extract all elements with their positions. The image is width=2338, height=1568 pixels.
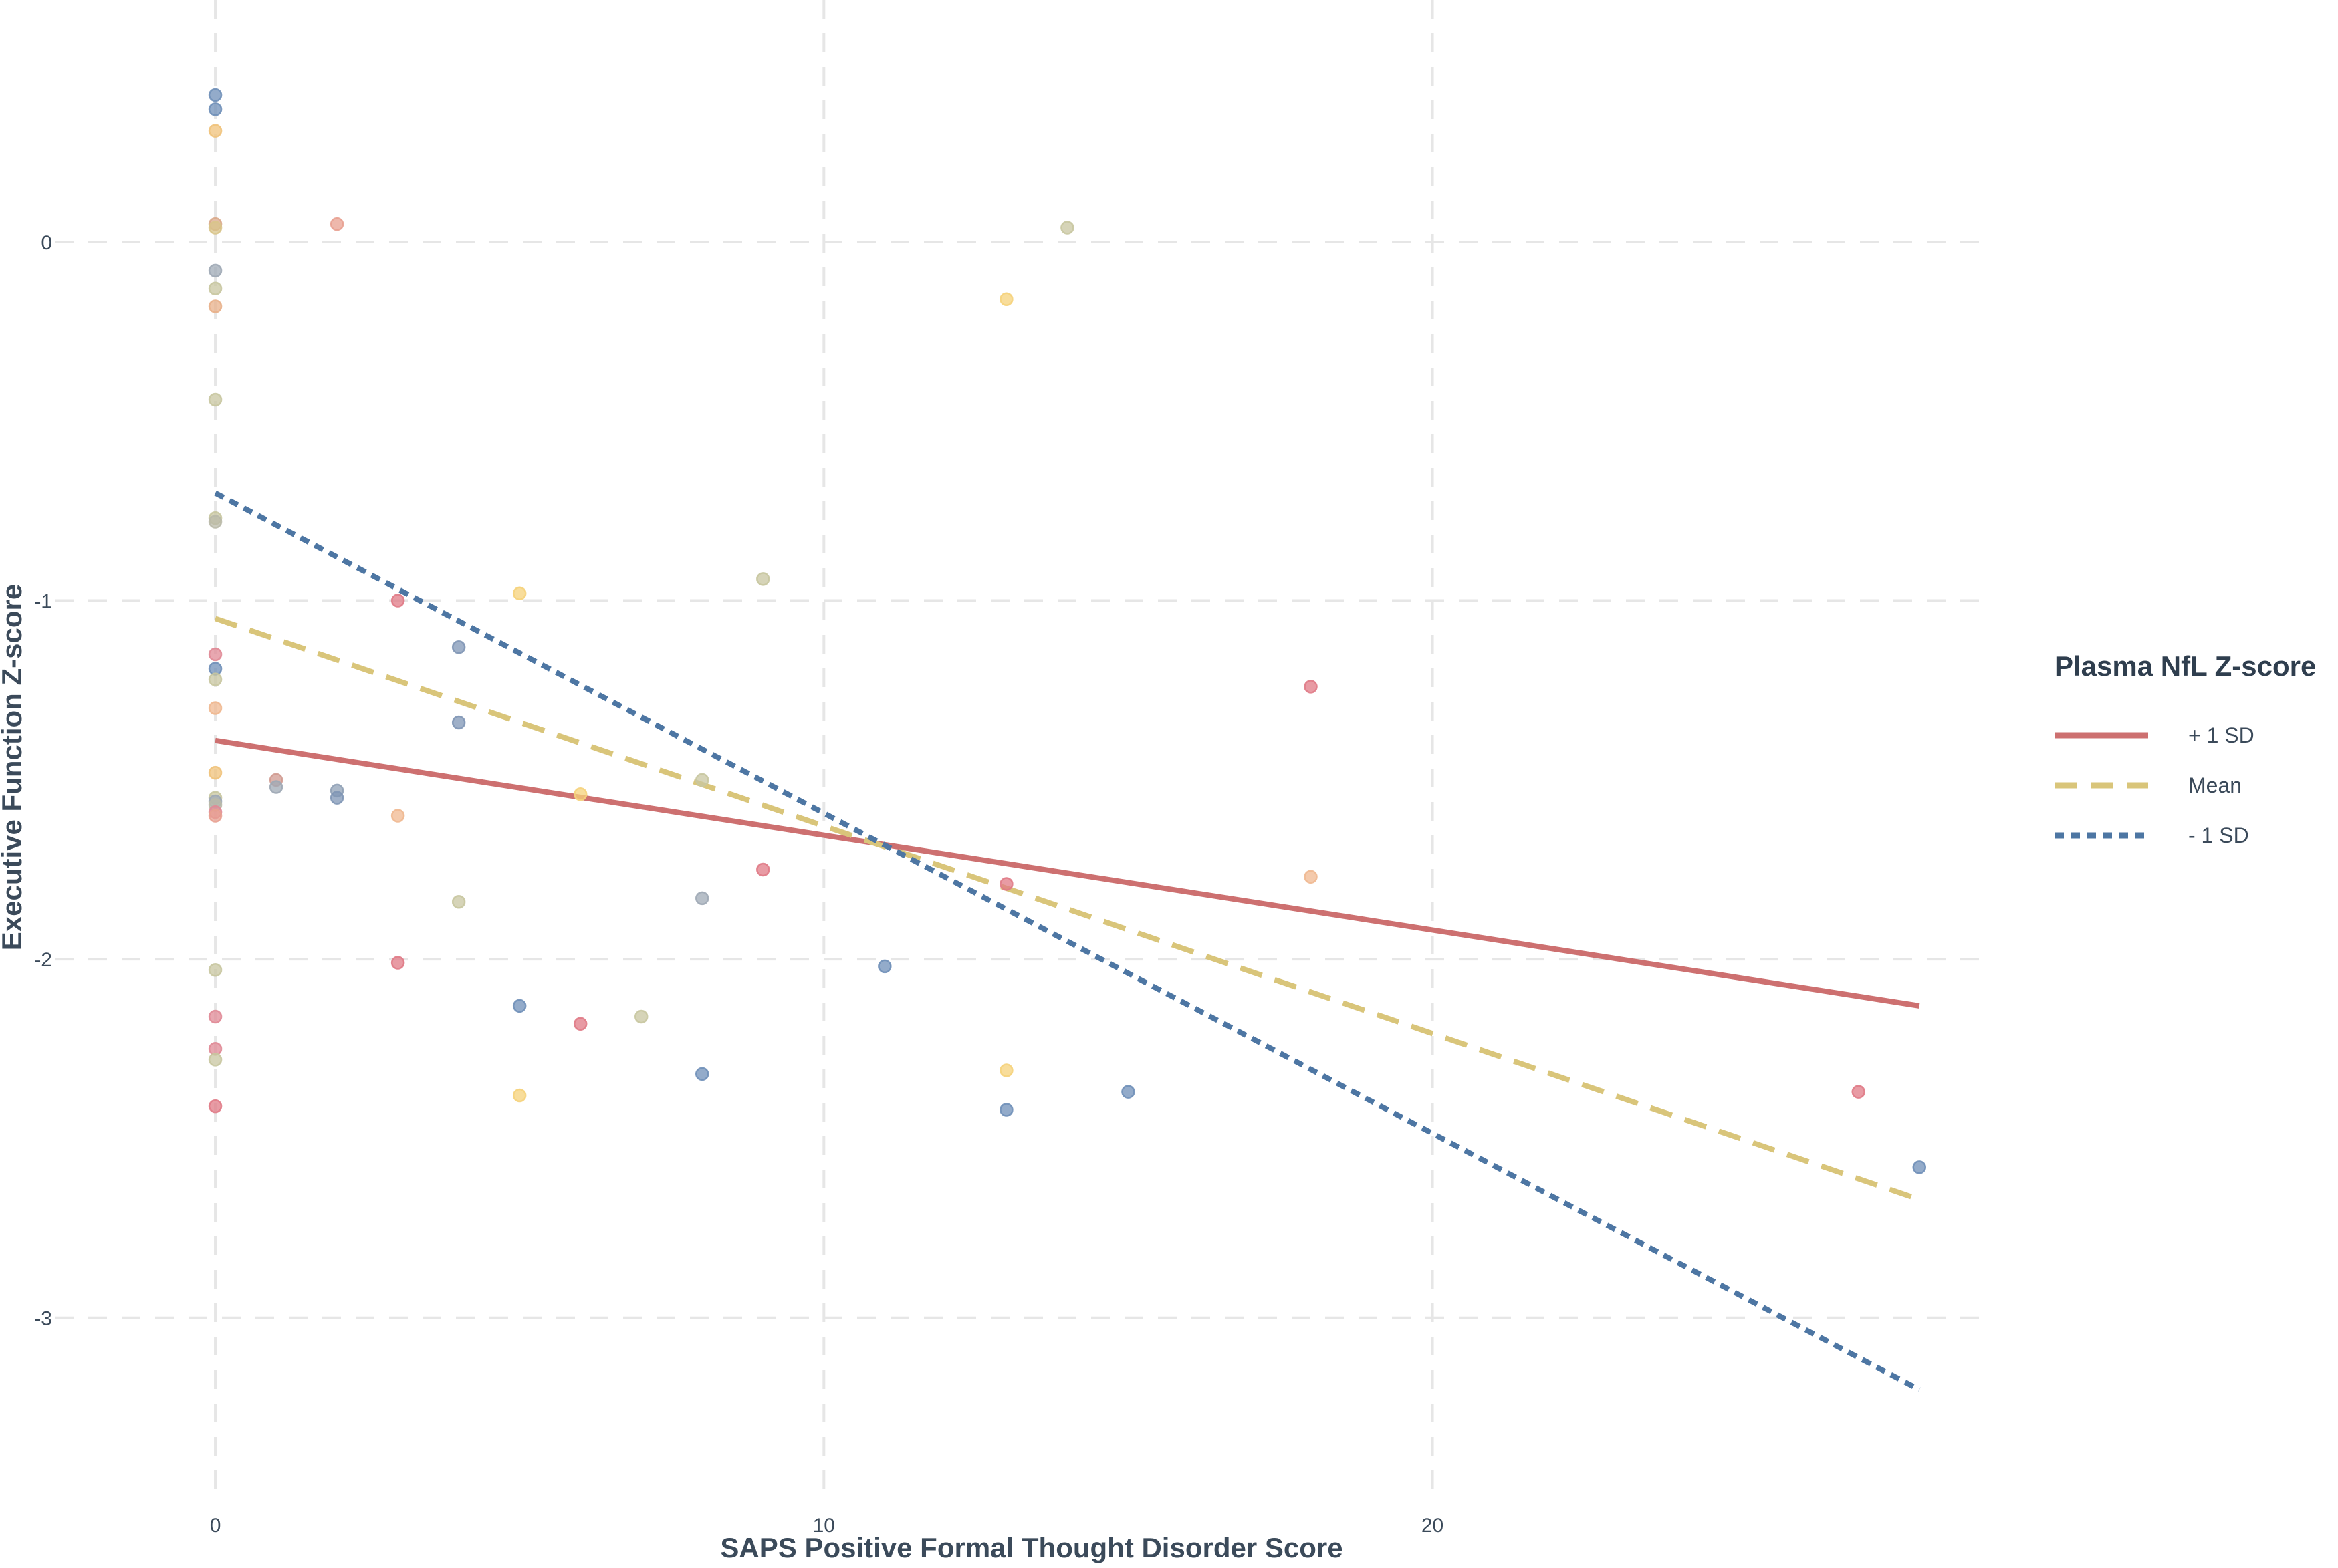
data-point bbox=[269, 780, 283, 794]
data-point bbox=[451, 715, 466, 730]
y-axis-title: Executive Function Z-score bbox=[0, 584, 27, 950]
data-points bbox=[208, 88, 1927, 1174]
data-point bbox=[208, 1053, 223, 1067]
x-tick-label: 20 bbox=[1421, 1515, 1443, 1537]
legend-entries: + 1 SD Mean - 1 SD bbox=[2055, 723, 2254, 847]
data-point bbox=[1121, 1085, 1135, 1099]
data-point bbox=[512, 1088, 527, 1103]
data-point bbox=[208, 809, 223, 823]
legend-label: - 1 SD bbox=[2188, 823, 2249, 847]
data-point bbox=[208, 672, 223, 686]
data-point bbox=[878, 959, 892, 974]
data-point bbox=[756, 862, 770, 877]
data-point bbox=[390, 956, 405, 970]
regression-line-dotted bbox=[214, 491, 1921, 1392]
data-point bbox=[208, 515, 223, 529]
regression-line-dashed bbox=[214, 616, 1921, 1202]
data-point bbox=[390, 594, 405, 608]
data-point bbox=[208, 221, 223, 235]
data-point bbox=[695, 773, 709, 787]
data-point bbox=[330, 217, 344, 231]
legend-title: Plasma NfL Z-score bbox=[2055, 650, 2316, 682]
grid bbox=[55, 0, 1992, 1497]
data-point bbox=[695, 891, 709, 906]
tick-labels: 0 10 20 0 -1 -2 -3 bbox=[34, 232, 1443, 1537]
data-point bbox=[573, 787, 588, 801]
data-point bbox=[634, 1009, 649, 1024]
data-point bbox=[1000, 877, 1014, 891]
data-point bbox=[1304, 680, 1318, 694]
y-tick-label: -3 bbox=[34, 1308, 52, 1330]
data-point bbox=[695, 1067, 709, 1081]
legend-label: Mean bbox=[2188, 773, 2242, 797]
data-point bbox=[208, 392, 223, 407]
data-point bbox=[756, 572, 770, 586]
data-point bbox=[573, 1017, 588, 1031]
data-point bbox=[1000, 292, 1014, 307]
legend: Plasma NfL Z-score + 1 SD Mean - 1 SD bbox=[2055, 650, 2316, 847]
data-point bbox=[208, 88, 223, 102]
x-axis-title: SAPS Positive Formal Thought Disorder Sc… bbox=[720, 1532, 1342, 1563]
data-point bbox=[1304, 870, 1318, 884]
data-point bbox=[208, 281, 223, 295]
data-point bbox=[208, 962, 223, 977]
data-point bbox=[208, 701, 223, 715]
data-point bbox=[208, 1009, 223, 1024]
data-point bbox=[208, 765, 223, 780]
data-point bbox=[451, 895, 466, 909]
data-point bbox=[208, 124, 223, 138]
data-point bbox=[1060, 221, 1074, 235]
data-point bbox=[451, 640, 466, 654]
data-point bbox=[330, 791, 344, 805]
data-point bbox=[208, 647, 223, 662]
series-lines bbox=[214, 491, 1921, 1392]
data-point bbox=[208, 263, 223, 278]
data-point bbox=[512, 999, 527, 1013]
y-tick-label: 0 bbox=[41, 232, 52, 254]
data-point bbox=[1000, 1103, 1014, 1117]
data-point bbox=[208, 1099, 223, 1114]
x-tick-label: 10 bbox=[813, 1515, 835, 1537]
x-tick-label: 0 bbox=[210, 1515, 221, 1537]
y-tick-label: -1 bbox=[34, 591, 52, 613]
y-tick-label: -2 bbox=[34, 949, 52, 971]
legend-label: + 1 SD bbox=[2188, 723, 2254, 747]
data-point bbox=[512, 586, 527, 601]
data-point bbox=[1851, 1085, 1865, 1099]
data-point bbox=[1912, 1160, 1927, 1174]
data-point bbox=[208, 102, 223, 116]
data-point bbox=[208, 299, 223, 313]
data-point bbox=[1000, 1063, 1014, 1077]
data-point bbox=[390, 809, 405, 823]
regression-line-solid bbox=[215, 737, 1920, 1009]
